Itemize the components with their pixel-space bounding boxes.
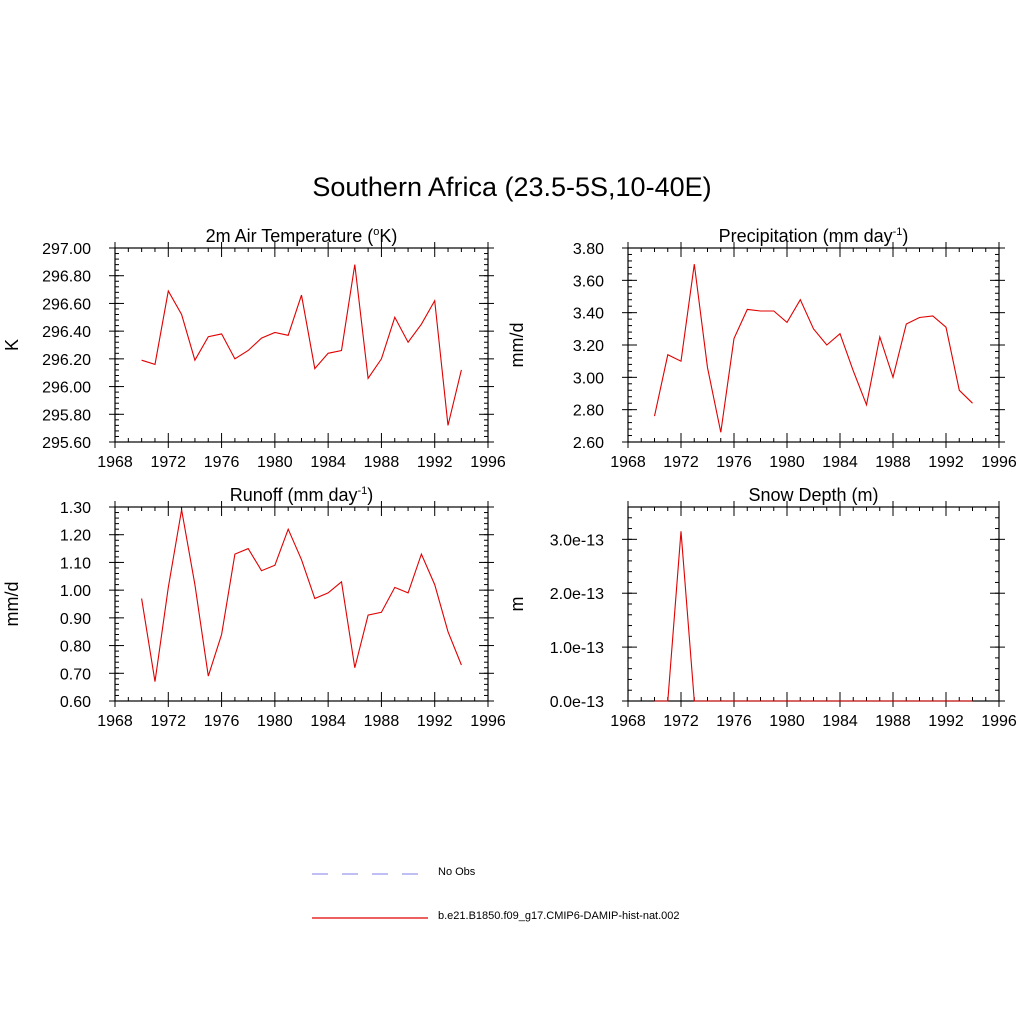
series-line-1-0: [653, 264, 973, 433]
series-line-3-0: [654, 531, 973, 702]
x-tick-label: 1980: [769, 454, 805, 471]
x-tick-label: 1976: [716, 454, 752, 471]
x-tick-label: 1992: [417, 454, 453, 471]
x-tick-label: 1984: [822, 713, 858, 730]
y-tick-label: 0.0e-13: [550, 694, 604, 711]
y-tick-label: 2.0e-13: [550, 586, 604, 603]
x-tick-label: 1976: [716, 713, 752, 730]
y-tick-label: 3.60: [573, 273, 604, 290]
y-tick-label: 1.10: [60, 555, 91, 572]
y-tick-label: 3.0e-13: [550, 532, 604, 549]
y-tick-label: 296.60: [42, 296, 91, 313]
legend-label-obs: No Obs: [438, 866, 476, 878]
x-tick-label: 1988: [875, 454, 911, 471]
x-tick-label: 1996: [981, 454, 1017, 471]
y-tick-label: 296.00: [42, 380, 91, 397]
y-tick-label: 2.60: [573, 435, 604, 452]
x-tick-label: 1980: [257, 713, 293, 730]
y-tick-label: 0.90: [60, 611, 91, 628]
x-tick-label: 1984: [310, 713, 346, 730]
x-tick-label: 1992: [928, 454, 964, 471]
x-tick-label: 1992: [928, 713, 964, 730]
y-tick-label: 2.80: [573, 403, 604, 420]
y-tick-label: 0.60: [60, 694, 91, 711]
panel-title: 2m Air Temperature (oK): [206, 226, 398, 246]
y-tick-label: 1.30: [60, 500, 91, 517]
x-tick-label: 1976: [204, 454, 240, 471]
y-tick-label: 3.00: [573, 370, 604, 387]
x-tick-label: 1972: [150, 454, 186, 471]
x-tick-label: 1972: [150, 713, 186, 730]
legend-label-model: b.e21.B1850.f09_g17.CMIP6-DAMIP-hist-nat…: [438, 910, 680, 922]
panel-title: Snow Depth (m): [748, 485, 878, 505]
y-tick-label: 3.40: [573, 306, 604, 323]
x-tick-label: 1968: [97, 713, 133, 730]
y-tick-label: 295.80: [42, 407, 91, 424]
x-tick-label: 1972: [663, 713, 699, 730]
y-tick-label: 3.80: [573, 241, 604, 258]
panel-title: Precipitation (mm day-1): [719, 226, 909, 246]
y-tick-label: 1.0e-13: [550, 640, 604, 657]
x-tick-label: 1996: [470, 713, 506, 730]
y-axis-label: K: [2, 339, 22, 351]
y-tick-label: 296.40: [42, 324, 91, 341]
x-tick-label: 1984: [310, 454, 346, 471]
x-tick-label: 1992: [417, 713, 453, 730]
y-axis-label: m: [507, 597, 527, 612]
x-tick-label: 1968: [610, 713, 646, 730]
panel-title: Runoff (mm day-1): [230, 485, 374, 505]
series-line-0-0: [141, 264, 462, 426]
x-tick-label: 1996: [470, 454, 506, 471]
x-tick-label: 1980: [769, 713, 805, 730]
y-tick-label: 1.20: [60, 528, 91, 545]
y-tick-label: 295.60: [42, 435, 91, 452]
y-tick-label: 296.20: [42, 352, 91, 369]
x-tick-label: 1968: [97, 454, 133, 471]
x-tick-label: 1988: [875, 713, 911, 730]
x-tick-label: 1976: [204, 713, 240, 730]
x-tick-label: 1980: [257, 454, 293, 471]
x-tick-label: 1968: [610, 454, 646, 471]
x-tick-label: 1988: [364, 713, 400, 730]
y-tick-label: 0.70: [60, 666, 91, 683]
page-title: Southern Africa (23.5-5S,10-40E): [312, 172, 712, 202]
y-tick-label: 3.20: [573, 338, 604, 355]
y-tick-label: 296.80: [42, 269, 91, 286]
y-tick-label: 1.00: [60, 583, 91, 600]
y-tick-label: 0.80: [60, 639, 91, 656]
y-axis-label: mm/d: [2, 582, 22, 627]
x-tick-label: 1984: [822, 454, 858, 471]
y-tick-label: 297.00: [42, 241, 91, 258]
y-axis-label: mm/d: [507, 323, 527, 368]
series-line-2-0: [141, 509, 462, 682]
x-tick-label: 1996: [981, 713, 1017, 730]
x-tick-label: 1972: [663, 454, 699, 471]
x-tick-label: 1988: [364, 454, 400, 471]
